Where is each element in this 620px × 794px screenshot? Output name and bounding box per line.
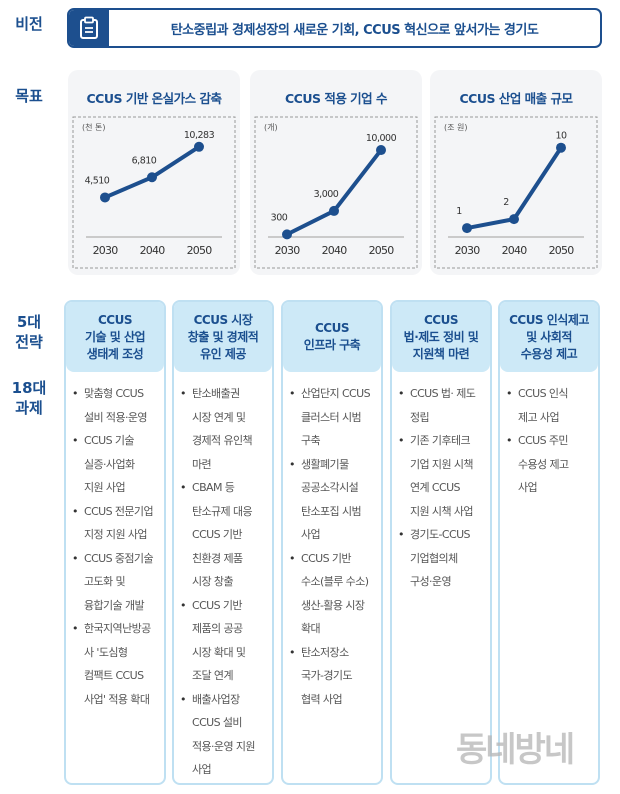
task-item: 경기도-CCUS 기업협의체 구성·운영: [398, 523, 486, 594]
strategy-header: CCUS 시장 창출 및 경제적 유인 제공: [174, 302, 272, 372]
data-label: 3,000: [314, 189, 339, 200]
watermark: 동네방네: [456, 730, 575, 770]
unit-label: (천 톤): [82, 122, 106, 132]
task-item: CCUS 기반 제품의 공공 시장 확대 및 조달 연계: [180, 594, 268, 688]
data-label: 6,810: [132, 155, 157, 166]
unit-label: (개): [264, 122, 278, 132]
x-tick-label: 2040: [322, 244, 348, 257]
chart-title: CCUS 기반 온실가스 감축: [86, 91, 222, 106]
strategy-column: CCUS 인식제고 및 사회적 수용성 제고CCUS 인식 제고 사업CCUS …: [498, 300, 600, 785]
data-point: [147, 172, 157, 183]
line-chart: (개) 300 2030 3,000 2040 10,000 2050: [254, 116, 418, 269]
data-label: 300: [271, 212, 288, 223]
data-label: 10,283: [184, 130, 215, 141]
task-item: 탄소배출권 시장 연계 및 경제적 유인책 마련: [180, 382, 268, 476]
task-item: 배출사업장 CCUS 설비 적용·운영 지원 사업: [180, 688, 268, 782]
x-tick-label: 2050: [369, 244, 395, 257]
label-vision: 비전: [15, 15, 43, 33]
data-label: 2: [503, 197, 509, 208]
data-point: [556, 142, 566, 153]
data-label: 10: [555, 131, 567, 142]
strategy-column: CCUS 인프라 구축산업단지 CCUS 클러스터 시범 구축생활폐기물 공공소…: [281, 300, 383, 785]
strategy-column: CCUS 기술 및 산업 생태계 조성맞춤형 CCUS 설비 적용·운영CCUS…: [64, 300, 166, 785]
task-item: CCUS 법· 제도 정립: [398, 382, 486, 429]
x-tick-label: 2040: [502, 244, 528, 257]
x-tick-label: 2040: [140, 244, 166, 257]
task-item: CCUS 기반 수소(블루 수소) 생산-활용 시장 확대: [289, 547, 377, 641]
task-item: CCUS 인식 제고 사업: [506, 382, 594, 429]
x-tick-label: 2050: [549, 244, 575, 257]
strategy-header: CCUS 기술 및 산업 생태계 조성: [66, 302, 164, 372]
unit-label: (조 원): [444, 123, 468, 132]
x-tick-label: 2030: [275, 244, 301, 257]
strategy-column: CCUS 시장 창출 및 경제적 유인 제공탄소배출권 시장 연계 및 경제적 …: [172, 300, 274, 785]
data-point: [282, 229, 292, 240]
x-tick-label: 2030: [93, 244, 119, 257]
task-item: CCUS 중점기술 고도화 및 융합기술 개발: [72, 547, 160, 618]
task-item: CCUS 주민 수용성 제고 사업: [506, 429, 594, 500]
chart-frame: [434, 116, 598, 269]
task-item: 생활폐기물 공공소각시설 탄소포집 시범 사업: [289, 453, 377, 547]
label-tasks: 18대 과제: [11, 379, 47, 417]
chart-frame: [72, 116, 236, 269]
data-point: [509, 214, 519, 225]
data-point: [376, 145, 386, 156]
task-item: 한국지역난방공 사 '도심형 컴팩트 CCUS 사업' 적용 확대: [72, 617, 160, 711]
task-item: CBAM 등 탄소규제 대응 CCUS 기반 친환경 제품 시장 창출: [180, 476, 268, 594]
chart-title: CCUS 산업 매출 규모: [459, 91, 573, 106]
data-point: [194, 141, 204, 152]
goal-chart-panel: CCUS 기반 온실가스 감축 (천 톤) 4,510 2030 6,810 2040 10…: [68, 70, 240, 275]
task-item: 탄소저장소 국가-경기도 협력 사업: [289, 641, 377, 712]
data-label: 10,000: [366, 133, 397, 144]
strategy-header: CCUS 법·제도 정비 및 지원책 마련: [392, 302, 490, 372]
data-point: [462, 223, 472, 234]
data-point: [329, 205, 339, 216]
task-item: 산업단지 CCUS 클러스터 시범 구축: [289, 382, 377, 453]
label-goal: 목표: [15, 87, 43, 105]
task-list: CCUS 법· 제도 정립기존 기후테크 기업 지원 시책 연계 CCUS 지원…: [392, 372, 490, 594]
task-list: 탄소배출권 시장 연계 및 경제적 유인책 마련CBAM 등 탄소규제 대응 C…: [174, 372, 272, 782]
task-item: CCUS 전문기업 지정 지원 사업: [72, 500, 160, 547]
goal-chart-panel: CCUS 산업 매출 규모 (조 원) 1 2030 2 2040 10 2050: [430, 70, 602, 275]
data-label: 4,510: [85, 175, 110, 186]
task-item: CCUS 기술 실증·사업화 지원 사업: [72, 429, 160, 500]
data-label: 1: [456, 206, 462, 217]
vision-text: 탄소중립과 경제성장의 새로운 기회, CCUS 혁신으로 앞서가는 경기도: [170, 22, 539, 38]
label-strategy: 5대 전략: [15, 313, 43, 351]
clipboard-icon: [69, 10, 109, 46]
data-point: [100, 192, 110, 203]
chart-title: CCUS 적용 기업 수: [284, 91, 388, 106]
x-tick-label: 2050: [187, 244, 213, 257]
vision-box: 탄소중립과 경제성장의 새로운 기회, CCUS 혁신으로 앞서가는 경기도: [67, 8, 602, 48]
strategy-header: CCUS 인프라 구축: [283, 302, 381, 372]
task-list: 산업단지 CCUS 클러스터 시범 구축생활폐기물 공공소각시설 탄소포집 시범…: [283, 372, 381, 711]
goal-chart-panel: CCUS 적용 기업 수 (개) 300 2030 3,000 2040 10,000 205…: [250, 70, 422, 275]
strategy-column: CCUS 법·제도 정비 및 지원책 마련CCUS 법· 제도 정립기존 기후테…: [390, 300, 492, 785]
line-chart: (천 톤) 4,510 2030 6,810 2040 10,283 2050: [72, 116, 236, 269]
task-item: 맞춤형 CCUS 설비 적용·운영: [72, 382, 160, 429]
line-chart: (조 원) 1 2030 2 2040 10 2050: [434, 116, 598, 269]
x-tick-label: 2030: [455, 244, 481, 257]
task-item: 기존 기후테크 기업 지원 시책 연계 CCUS 지원 시책 사업: [398, 429, 486, 523]
strategy-header: CCUS 인식제고 및 사회적 수용성 제고: [500, 302, 598, 372]
chart-frame: [254, 116, 418, 269]
